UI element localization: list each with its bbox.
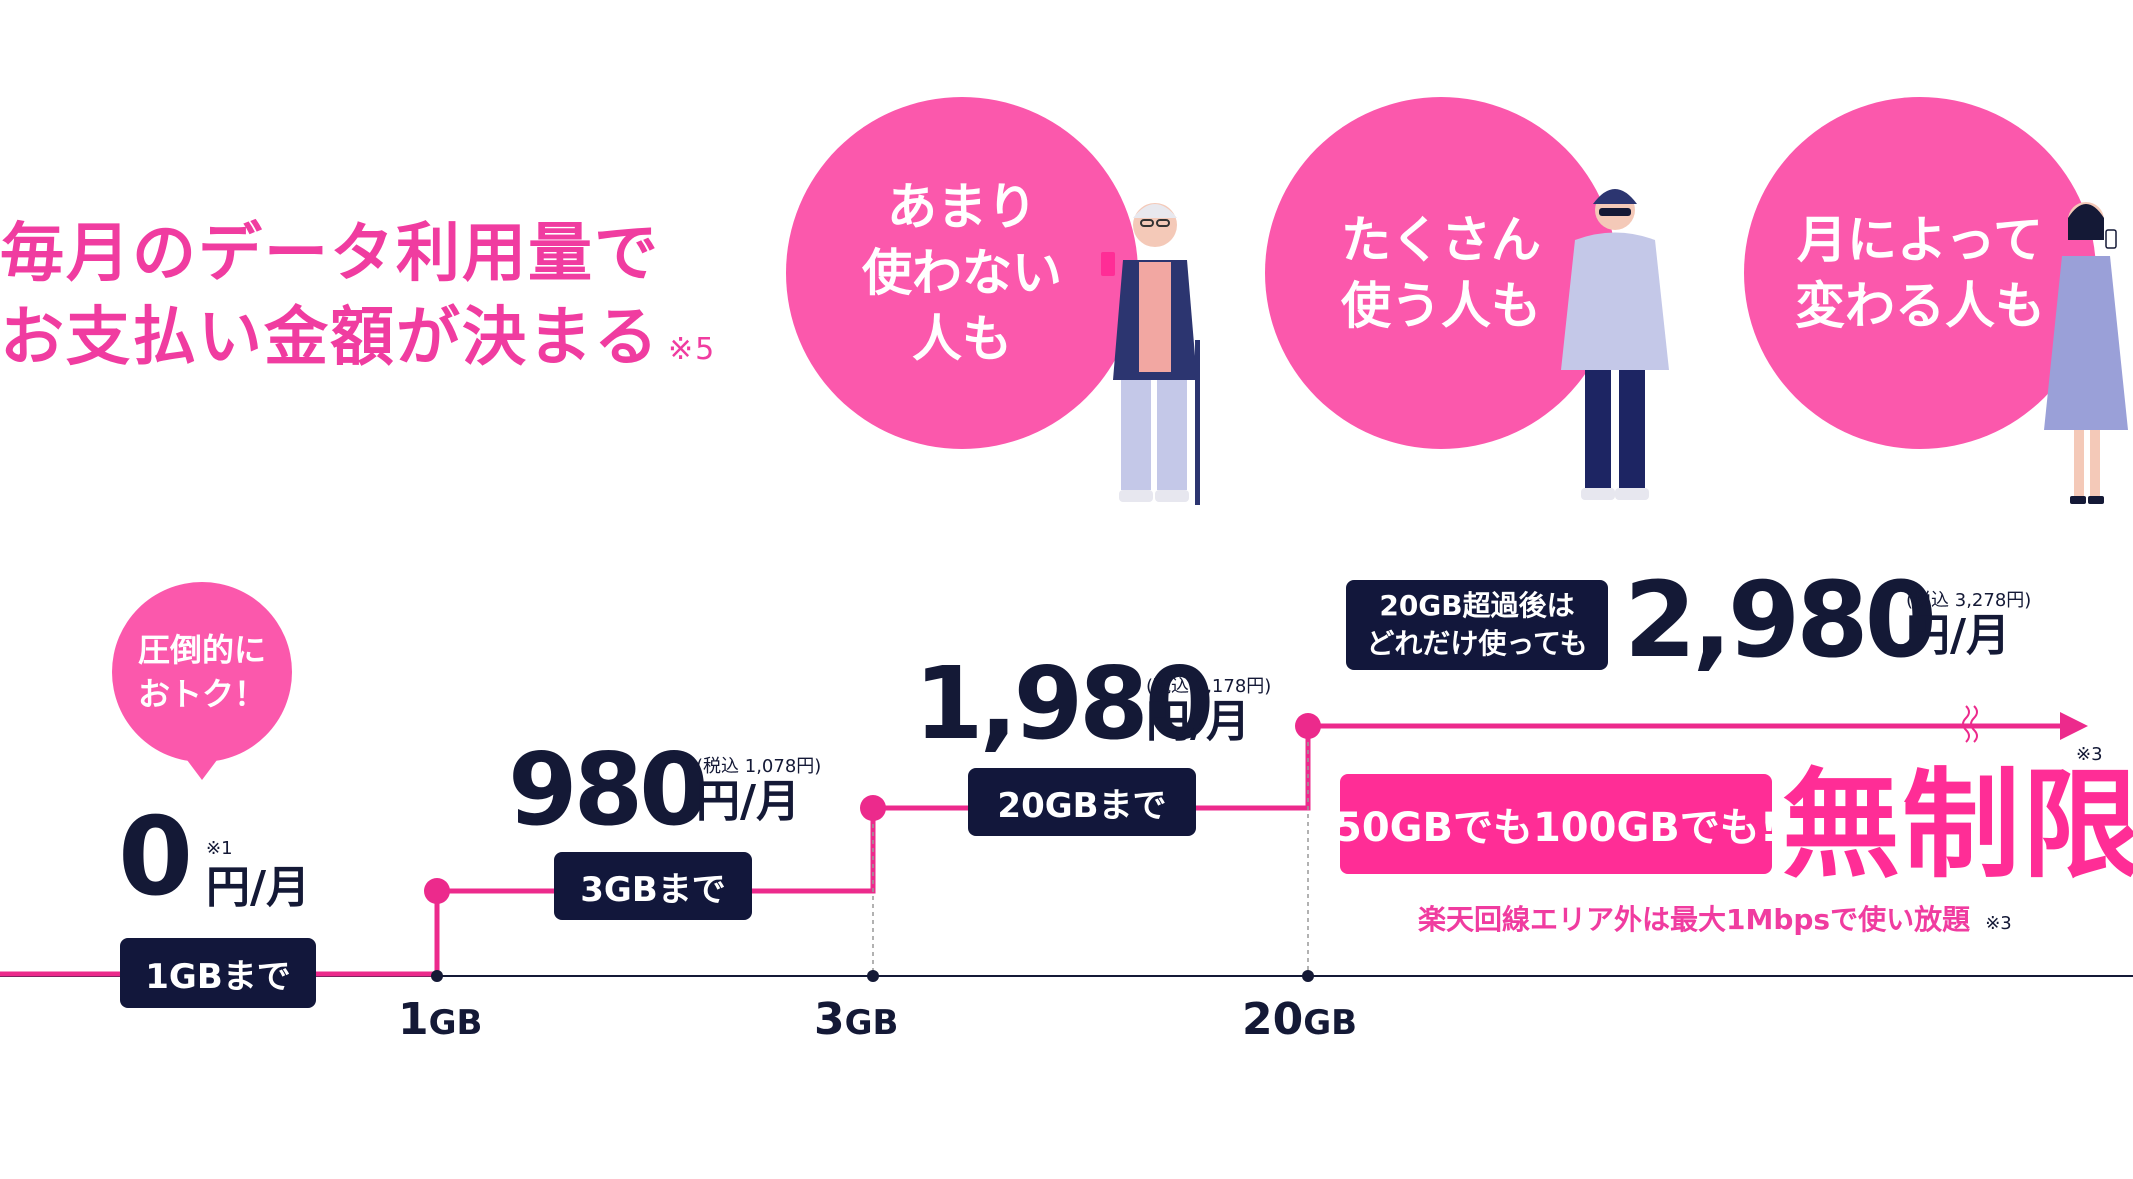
persona-label-light-user: あまり 使わない 人も — [862, 178, 1062, 368]
tier-0-note: ※1 — [206, 838, 233, 859]
tier-2-unit: 円/月 — [1146, 696, 1251, 747]
tier-3-tag: 20GB超過後は どれだけ使っても — [1346, 580, 1608, 670]
tier-2-tax: (税込 2,178円) — [1146, 676, 1272, 697]
tier-1-amount: 980 — [508, 731, 709, 848]
step-dot-3gb — [860, 795, 886, 821]
tier-0-unit: 円/月 — [206, 862, 311, 913]
unlimited-title-note: ※3 — [2076, 744, 2103, 765]
axis-label-1gb: 1GB — [398, 994, 482, 1045]
persona-circle-variable-user: 月によって 変わる人も — [1744, 97, 2096, 449]
tier-1-tag-text: 3GBまで — [580, 869, 726, 910]
axis-label-1gb-unit: GB — [428, 1003, 483, 1043]
axis-tick-20gb — [1302, 970, 1314, 982]
tier-3-tag-text: 20GB超過後は どれだけ使っても — [1366, 589, 1588, 660]
woman-with-phone-illustration — [2044, 202, 2128, 504]
headline-line-2-text: お支払い金額が決まる — [0, 301, 660, 375]
callout-tail — [184, 756, 220, 780]
unlimited-sub: 楽天回線エリア外は最大1Mbpsで使い放題 ※3 — [1418, 898, 2012, 938]
axis-tick-3gb — [867, 970, 879, 982]
unlimited-sub-note: ※3 — [1985, 913, 2012, 934]
headline-note: ※5 — [668, 332, 717, 367]
tier-3-tax: (税込 3,278円) — [1906, 590, 2032, 611]
axis-tick-1gb — [431, 970, 443, 982]
best-deal-callout-text: 圧倒的に おトク！ — [137, 631, 266, 713]
step-dot-20gb — [1295, 713, 1321, 739]
tier-1-price: 980 — [508, 740, 709, 840]
step-dot-1gb — [424, 878, 450, 904]
headline-line-1: 毎月のデータ利用量で — [0, 217, 660, 291]
young-man-with-beanie-illustration — [1561, 189, 1669, 500]
tier-1-tax: (税込 1,078円) — [696, 756, 822, 777]
unlimited-badge-text: 50GBでも100GBでも! — [1333, 805, 1779, 851]
axis-label-3gb-num: 3 — [814, 994, 845, 1045]
unlimited-arrow-head — [2060, 712, 2088, 740]
elderly-man-with-cane-illustration — [1101, 203, 1200, 505]
persona-circle-light-user: あまり 使わない 人も — [786, 97, 1138, 449]
tier-2-tag: 20GBまで — [968, 768, 1196, 836]
tier-2-tag-text: 20GBまで — [997, 785, 1167, 826]
tier-1-unit: 円/月 — [696, 776, 801, 827]
tier-3-price: 2,980 — [1624, 568, 1937, 672]
tier-0-tag-text: 1GBまで — [145, 956, 291, 997]
headline: 毎月のデータ利用量で お支払い金額が決まる ※5 — [0, 212, 760, 392]
unlimited-badge: 50GBでも100GBでも! — [1334, 774, 1778, 874]
axis-label-20gb-unit: GB — [1303, 1003, 1358, 1043]
tier-2-amount: 1,980 — [914, 645, 1214, 762]
unlimited-sub-text: 楽天回線エリア外は最大1Mbpsで使い放題 — [1418, 903, 1971, 936]
axis-label-3gb-unit: GB — [844, 1003, 899, 1043]
headline-line-2: お支払い金額が決まる ※5 — [0, 296, 760, 392]
arrow-break-mark — [1962, 705, 1970, 743]
axis-label-1gb-num: 1 — [398, 994, 429, 1045]
persona-label-heavy-user: たくさん 使う人も — [1341, 211, 1541, 335]
persona-label-variable-user: 月によって 変わる人も — [1795, 211, 2045, 335]
arrow-break-mark-2 — [1970, 705, 1978, 743]
axis-label-3gb: 3GB — [814, 994, 898, 1045]
tier-0-amount: 0 — [118, 795, 193, 920]
axis-label-20gb-num: 20 — [1242, 994, 1304, 1045]
tier-3-unit: 円/月 — [1906, 610, 2011, 661]
unlimited-title: 無制限 — [1782, 756, 2133, 894]
best-deal-callout: 圧倒的に おトク！ — [112, 582, 292, 762]
tier-2-price: 1,980 — [914, 654, 1214, 754]
persona-circle-heavy-user: たくさん 使う人も — [1265, 97, 1617, 449]
tier-0-price: 0 — [118, 804, 193, 912]
axis-label-20gb: 20GB — [1242, 994, 1357, 1045]
tier-0-tag: 1GBまで — [120, 938, 316, 1008]
tier-1-tag: 3GBまで — [554, 852, 752, 920]
tier-3-amount: 2,980 — [1624, 559, 1937, 681]
